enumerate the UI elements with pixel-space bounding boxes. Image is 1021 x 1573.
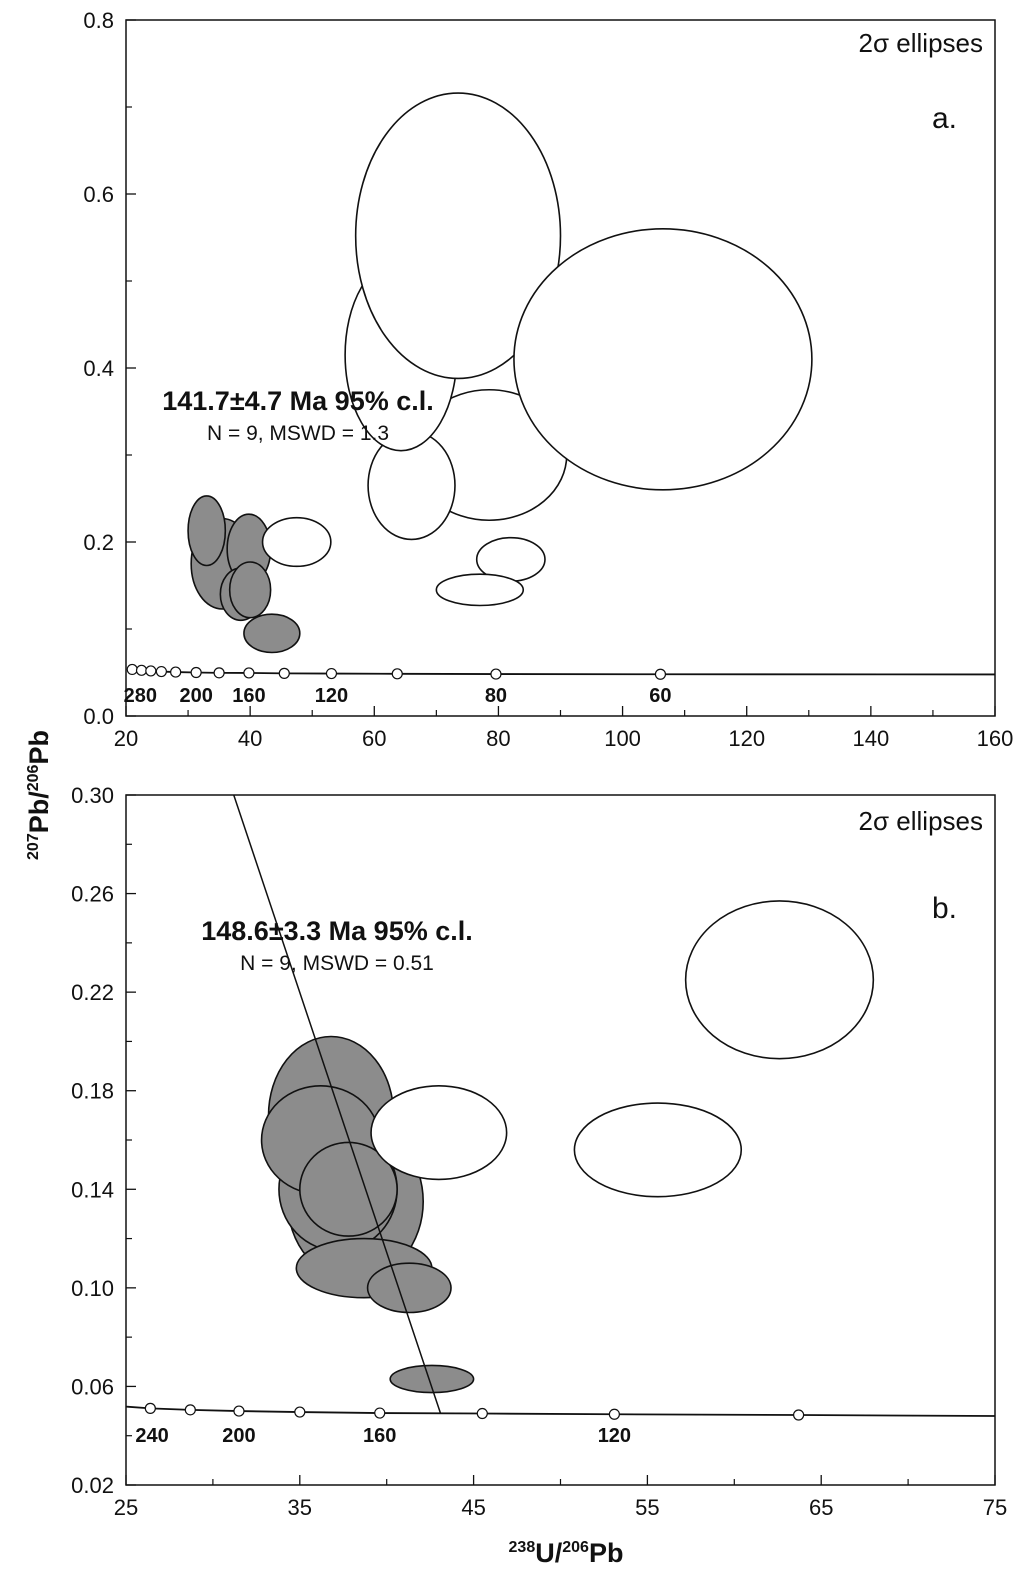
concordia-age-marker	[184, 1404, 196, 1416]
y-tick-label: 0.2	[83, 530, 114, 555]
y-axis-title: 207Pb/206Pb	[24, 730, 54, 860]
x-tick-label: 45	[461, 1495, 485, 1520]
data-ellipse-open	[435, 573, 525, 607]
concordia-age-marker	[278, 667, 290, 679]
concordia-age-marker	[155, 665, 167, 678]
concordia-age-marker	[233, 1405, 245, 1417]
y-tick-label: 0.22	[71, 980, 114, 1005]
concordia-age-marker	[654, 668, 667, 680]
panel-letter: a.	[932, 102, 957, 135]
x-tick-label: 100	[604, 726, 641, 751]
concordia-age-marker	[391, 668, 403, 680]
y-tick-label: 0.18	[71, 1079, 114, 1104]
concordia-age-label: 120	[598, 1425, 631, 1447]
concordia-age-marker	[126, 663, 138, 676]
x-tick-label: 25	[114, 1495, 138, 1520]
concordia-age-marker	[476, 1407, 488, 1420]
y-tick-label: 0.30	[71, 783, 114, 808]
plot-area	[126, 795, 995, 1421]
concordia-curve	[132, 668, 995, 676]
x-tick-label: 80	[486, 726, 510, 751]
x-tick-label: 40	[238, 726, 262, 751]
concordia-age-marker	[325, 667, 338, 680]
y-tick-label: 0.10	[71, 1276, 114, 1301]
regression-line	[233, 795, 442, 1414]
concordia-age-marker	[490, 668, 502, 680]
concordia-age-marker	[793, 1409, 805, 1421]
mswd-annotation: N = 9, MSWD = 1.3	[207, 422, 389, 445]
concordia-age-marker	[145, 665, 157, 677]
age-annotation: 148.6±3.3 Ma 95% c.l.	[201, 916, 473, 946]
y-tick-label: 0.4	[83, 356, 114, 381]
data-ellipse-filled	[366, 1262, 452, 1314]
concordia-age-label: 120	[315, 685, 348, 707]
ellipse-note: 2σ ellipses	[859, 806, 983, 836]
data-ellipse-open	[354, 92, 562, 380]
concordia-age-marker	[135, 664, 148, 676]
panel-a-chart: 20 40 60 80 100 120 140 160 0.0 0.2 0.4 0.6 0.8 280 20…	[83, 8, 1013, 751]
concordia-age-marker	[374, 1407, 386, 1419]
data-ellipse-filled	[389, 1364, 475, 1394]
concordia-age-marker	[213, 667, 225, 679]
y-tick-label: 0.8	[83, 8, 114, 33]
y-tick-label: 0.02	[71, 1473, 114, 1498]
y-tick-label: 0.6	[83, 182, 114, 207]
data-ellipse-open	[370, 1084, 508, 1181]
concordia-age-marker	[294, 1406, 306, 1418]
concordia-age-marker	[190, 666, 202, 679]
concordia-age-label: 160	[363, 1425, 396, 1447]
x-tick-label: 20	[114, 726, 138, 751]
panel-b-chart: 25 35 45 55 65 75 0.02 0.06 0.10 0.14 0.18 0.22 0.26…	[71, 783, 1007, 1520]
concordia-age-marker	[170, 666, 182, 678]
mswd-annotation: N = 9, MSWD = 0.51	[240, 952, 434, 975]
x-tick-label: 55	[635, 1495, 659, 1520]
y-tick-label: 0.06	[71, 1374, 114, 1399]
x-tick-label: 65	[809, 1495, 833, 1520]
age-annotation: 141.7±4.7 Ma 95% c.l.	[162, 386, 434, 416]
concordia-age-label: 200	[179, 685, 212, 707]
concordia-age-label: 240	[135, 1425, 168, 1447]
plot-area	[126, 92, 995, 680]
data-ellipse-open	[684, 900, 875, 1060]
y-tick-label: 0.26	[71, 882, 114, 907]
data-ellipse-open	[573, 1102, 743, 1198]
x-tick-label: 140	[852, 726, 889, 751]
data-ellipse-filled	[228, 561, 272, 619]
concordia-age-label: 80	[485, 685, 507, 707]
concordia-age-marker	[608, 1408, 620, 1420]
x-axis-title: 238U/206Pb	[509, 1538, 624, 1568]
concordia-age-marker	[144, 1402, 156, 1414]
data-ellipse-open	[261, 516, 332, 568]
concordia-age-marker	[243, 667, 255, 679]
x-tick-label: 75	[983, 1495, 1007, 1520]
x-tick-label: 160	[977, 726, 1014, 751]
concordia-age-label: 280	[124, 685, 157, 707]
data-ellipse-filled	[187, 495, 227, 567]
x-tick-label: 35	[288, 1495, 312, 1520]
y-tick-label: 0.0	[83, 704, 114, 729]
concordia-curve	[126, 1405, 995, 1417]
concordia-age-label: 160	[232, 685, 265, 707]
concordia-age-label: 60	[649, 685, 671, 707]
x-tick-label: 60	[362, 726, 386, 751]
ellipse-note: 2σ ellipses	[859, 28, 983, 58]
concordia-age-label: 200	[222, 1425, 255, 1447]
x-tick-label: 120	[728, 726, 765, 751]
data-ellipse-open	[513, 227, 813, 491]
plot-frame	[125, 794, 996, 1486]
data-ellipse-filled	[243, 613, 301, 654]
y-tick-label: 0.14	[71, 1177, 114, 1202]
panel-letter: b.	[932, 892, 957, 925]
